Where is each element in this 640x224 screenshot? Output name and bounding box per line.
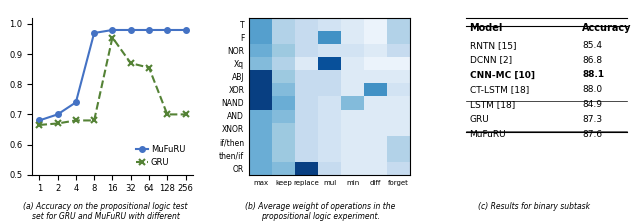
- MuFuRU: [54, 113, 61, 116]
- Text: GRU: GRU: [470, 115, 490, 124]
- MuFuRU: [163, 29, 171, 31]
- Text: (c) Results for binary subtask: (c) Results for binary subtask: [479, 202, 590, 211]
- Legend: MuFuRU, GRU: MuFuRU, GRU: [132, 142, 189, 170]
- Text: 86.8: 86.8: [582, 56, 602, 65]
- GRU: [35, 124, 43, 126]
- MuFuRU: [90, 32, 98, 34]
- Text: (b) Average weight of operations in the
propositional logic experiment.: (b) Average weight of operations in the …: [245, 202, 395, 221]
- GRU: [127, 62, 134, 65]
- MuFuRU: [35, 119, 43, 122]
- Text: MuFuRU: MuFuRU: [470, 130, 506, 139]
- MuFuRU: [127, 29, 134, 31]
- MuFuRU: [72, 101, 80, 104]
- MuFuRU: [182, 29, 189, 31]
- GRU: [109, 36, 116, 39]
- Text: Model: Model: [470, 23, 503, 33]
- Text: CNN-MC [10]: CNN-MC [10]: [470, 70, 534, 80]
- Text: 88.1: 88.1: [582, 70, 604, 80]
- GRU: [54, 122, 61, 125]
- Text: 88.0: 88.0: [582, 85, 602, 94]
- GRU: [90, 119, 98, 122]
- Text: Accuracy: Accuracy: [582, 23, 632, 33]
- Text: DCNN [2]: DCNN [2]: [470, 56, 511, 65]
- Line: GRU: GRU: [36, 34, 189, 128]
- Text: 84.9: 84.9: [582, 100, 602, 109]
- Text: 85.4: 85.4: [582, 41, 602, 50]
- GRU: [72, 119, 80, 122]
- Text: 87.6: 87.6: [582, 130, 602, 139]
- GRU: [163, 113, 171, 116]
- Line: MuFuRU: MuFuRU: [36, 27, 188, 123]
- GRU: [145, 66, 153, 69]
- MuFuRU: [109, 29, 116, 31]
- Text: LSTM [18]: LSTM [18]: [470, 100, 515, 109]
- Text: RNTN [15]: RNTN [15]: [470, 41, 516, 50]
- MuFuRU: [145, 29, 153, 31]
- Text: (a) Accuracy on the propositional logic test
set for GRU and MuFuRU with differe: (a) Accuracy on the propositional logic …: [23, 202, 188, 221]
- Text: CT-LSTM [18]: CT-LSTM [18]: [470, 85, 529, 94]
- GRU: [182, 113, 189, 116]
- Text: 87.3: 87.3: [582, 115, 602, 124]
